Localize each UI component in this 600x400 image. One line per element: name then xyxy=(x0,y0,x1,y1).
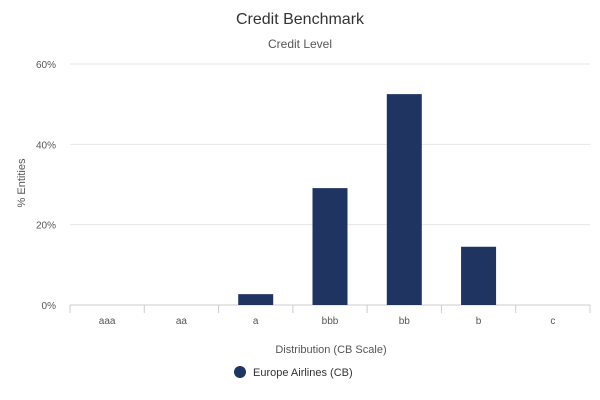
y-axis-title: % Entities xyxy=(16,158,28,207)
bar-series xyxy=(238,94,497,305)
bar-a[interactable] xyxy=(238,294,274,305)
legend[interactable]: Europe Airlines (CB) xyxy=(234,366,353,379)
bar-b[interactable] xyxy=(461,246,497,305)
x-tick-label: a xyxy=(253,316,259,327)
x-tick-label: aa xyxy=(176,316,188,327)
x-axis-ticks: aaa aa a bbb bb b c xyxy=(99,316,556,327)
y-tick-label: 20% xyxy=(36,221,56,232)
x-tick-label: aaa xyxy=(99,316,116,327)
x-tick-label: bbb xyxy=(322,316,339,327)
legend-label: Europe Airlines (CB) xyxy=(253,367,353,379)
x-tick-label: bb xyxy=(399,316,411,327)
x-axis-title: Distribution (CB Scale) xyxy=(275,344,386,356)
x-tick-label: c xyxy=(550,316,555,327)
legend-marker xyxy=(234,366,246,378)
bar-bbb[interactable] xyxy=(312,188,348,305)
chart-title: Credit Benchmark xyxy=(236,11,365,28)
y-tick-label: 0% xyxy=(42,301,57,312)
bar-bb[interactable] xyxy=(386,94,422,305)
y-tick-label: 60% xyxy=(36,60,56,71)
y-tick-label: 40% xyxy=(36,140,56,151)
y-axis-ticks: 0% 20% 40% 60% xyxy=(36,60,56,312)
chart-subtitle: Credit Level xyxy=(268,37,332,51)
x-tick-label: b xyxy=(476,316,482,327)
